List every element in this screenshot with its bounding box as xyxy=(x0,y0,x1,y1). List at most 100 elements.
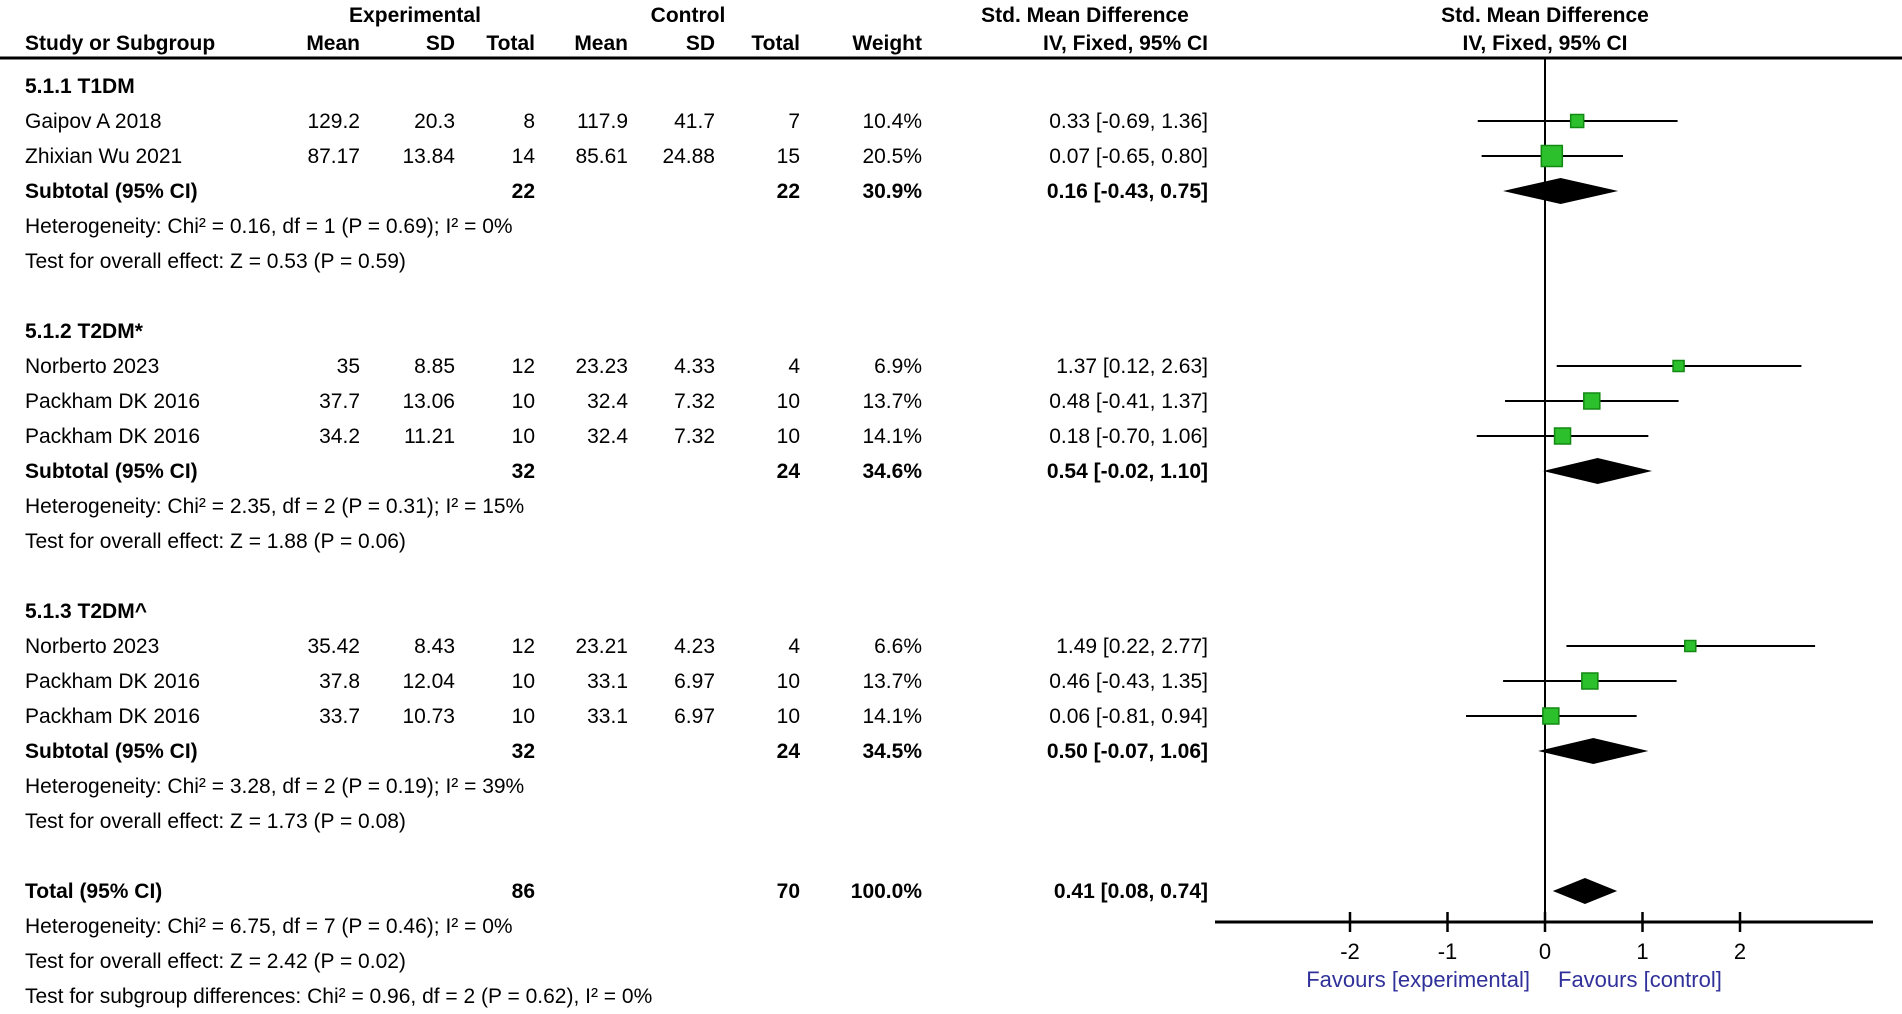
total-ctl-value: 10 xyxy=(776,670,800,693)
study-row: Norberto 2023 35.42 8.43 12 23.21 4.23 4 6.6% 1.… xyxy=(0,629,1902,664)
point-estimate-marker xyxy=(1569,113,1585,129)
overall-effect-text: Test for overall effect: Z = 1.88 (P = 0… xyxy=(25,530,406,553)
axis-tick-label: -1 xyxy=(1438,939,1458,964)
sd-ctl-value: 4.23 xyxy=(674,635,715,658)
overall-effect-text: Test for overall effect: Z = 2.42 (P = 0… xyxy=(25,950,406,973)
total-row: Total (95% CI) 86 70 100.0% 0.41 [0.08, 0.74… xyxy=(0,874,1902,909)
sd-ctl-value: 6.97 xyxy=(674,705,715,728)
weight-value: 14.1% xyxy=(862,705,922,728)
subgroup-title: 5.1.3 T2DM^ xyxy=(25,600,147,623)
heterogeneity-text: Heterogeneity: Chi² = 2.35, df = 2 (P = … xyxy=(25,495,525,518)
heterogeneity-text: Heterogeneity: Chi² = 3.28, df = 2 (P = … xyxy=(25,775,525,798)
study-row: Packham DK 2016 37.7 13.06 10 32.4 7.32 10 13.7… xyxy=(0,384,1902,419)
mean-exp-value: 35 xyxy=(336,355,360,378)
point-estimate-marker xyxy=(1583,392,1601,410)
overall-effect-row: Test for overall effect: Z = 1.88 (P = 0… xyxy=(0,524,1902,559)
total-exp-value: 8 xyxy=(523,110,535,133)
total-exp-value: 10 xyxy=(511,425,535,448)
mean-ctl-value: 33.1 xyxy=(587,705,628,728)
weight-value: 6.6% xyxy=(874,635,922,658)
header-smd-left: Std. Mean Difference xyxy=(981,4,1189,27)
point-estimate-marker xyxy=(1553,427,1572,445)
total-ctl-value: 24 xyxy=(776,740,800,763)
total-exp-value: 10 xyxy=(511,705,535,728)
weight-value: 10.4% xyxy=(862,110,922,133)
ci-text-value: 0.16 [-0.43, 0.75] xyxy=(1046,180,1208,203)
weight-value: 34.6% xyxy=(862,460,922,483)
subtotal-row: Subtotal (95% CI) 32 24 34.6% 0.54 [-0.02, 1… xyxy=(0,454,1902,489)
header-sd-control: SD xyxy=(685,32,715,55)
weight-value: 30.9% xyxy=(862,180,922,203)
mean-exp-value: 34.2 xyxy=(319,425,360,448)
total-exp-value: 86 xyxy=(511,880,535,903)
study-name: Norberto 2023 xyxy=(25,635,160,658)
study-row: Packham DK 2016 33.7 10.73 10 33.1 6.97 10 14.1… xyxy=(0,699,1902,734)
point-estimate-marker xyxy=(1542,707,1560,725)
header-sd-experimental: SD xyxy=(425,32,455,55)
header-mean-control: Mean xyxy=(574,32,628,55)
sd-exp-value: 13.84 xyxy=(402,145,455,168)
weight-value: 100.0% xyxy=(850,880,922,903)
ci-text-value: 0.50 [-0.07, 1.06] xyxy=(1046,740,1208,763)
weight-value: 6.9% xyxy=(874,355,922,378)
heterogeneity-text: Heterogeneity: Chi² = 0.16, df = 1 (P = … xyxy=(25,215,513,238)
total-ctl-value: 24 xyxy=(776,460,800,483)
favours-experimental-label: Favours [experimental] xyxy=(1306,967,1530,992)
sd-exp-value: 13.06 xyxy=(402,390,455,413)
mean-ctl-value: 32.4 xyxy=(587,390,628,413)
heterogeneity-row: Heterogeneity: Chi² = 2.35, df = 2 (P = … xyxy=(0,489,1902,524)
weight-value: 34.5% xyxy=(862,740,922,763)
study-name: Norberto 2023 xyxy=(25,355,160,378)
total-exp-value: 32 xyxy=(511,460,535,483)
point-estimate-marker xyxy=(1581,672,1599,690)
sd-ctl-value: 6.97 xyxy=(674,670,715,693)
heterogeneity-text: Heterogeneity: Chi² = 6.75, df = 7 (P = … xyxy=(25,915,513,938)
total-exp-value: 12 xyxy=(511,355,535,378)
study-row: Zhixian Wu 2021 87.17 13.84 14 85.61 24.88 15 2… xyxy=(0,139,1902,174)
ci-text-value: 1.49 [0.22, 2.77] xyxy=(1056,635,1208,658)
total-label: Total (95% CI) xyxy=(25,880,163,903)
mean-exp-value: 87.17 xyxy=(307,145,360,168)
header-group-experimental: Experimental xyxy=(349,4,481,27)
study-name: Packham DK 2016 xyxy=(25,425,201,448)
mean-ctl-value: 32.4 xyxy=(587,425,628,448)
total-exp-value: 32 xyxy=(511,740,535,763)
weight-value: 20.5% xyxy=(862,145,922,168)
ci-text-value: 0.48 [-0.41, 1.37] xyxy=(1049,390,1208,413)
total-exp-value: 22 xyxy=(511,180,535,203)
sd-ctl-value: 24.88 xyxy=(662,145,715,168)
header-ci-left: IV, Fixed, 95% CI xyxy=(1043,32,1208,55)
mean-ctl-value: 23.21 xyxy=(575,635,628,658)
study-row: Packham DK 2016 34.2 11.21 10 32.4 7.32 10 14.1… xyxy=(0,419,1902,454)
sd-ctl-value: 7.32 xyxy=(674,425,715,448)
ci-text-value: 1.37 [0.12, 2.63] xyxy=(1056,355,1208,378)
axis-tick-label: 1 xyxy=(1636,939,1648,964)
sd-exp-value: 8.43 xyxy=(414,635,455,658)
header-study-subgroup: Study or Subgroup xyxy=(25,32,216,55)
mean-exp-value: 129.2 xyxy=(307,110,360,133)
total-ctl-value: 10 xyxy=(776,390,800,413)
total-ctl-value: 10 xyxy=(776,425,800,448)
weight-value: 14.1% xyxy=(862,425,922,448)
ci-text-value: 0.46 [-0.43, 1.35] xyxy=(1049,670,1208,693)
ci-text-value: 0.18 [-0.70, 1.06] xyxy=(1049,425,1208,448)
study-name: Packham DK 2016 xyxy=(25,705,201,728)
sd-ctl-value: 41.7 xyxy=(674,110,715,133)
heterogeneity-row: Heterogeneity: Chi² = 0.16, df = 1 (P = … xyxy=(0,209,1902,244)
ci-text-value: 0.07 [-0.65, 0.80] xyxy=(1049,145,1208,168)
sd-ctl-value: 4.33 xyxy=(674,355,715,378)
header-total-experimental: Total xyxy=(486,32,535,55)
study-name: Packham DK 2016 xyxy=(25,670,201,693)
total-exp-value: 10 xyxy=(511,670,535,693)
header-mean-experimental: Mean xyxy=(306,32,360,55)
ci-text-value: 0.33 [-0.69, 1.36] xyxy=(1049,110,1208,133)
mean-exp-value: 37.8 xyxy=(319,670,360,693)
sd-exp-value: 10.73 xyxy=(402,705,455,728)
pooled-diamond xyxy=(1503,178,1619,204)
total-ctl-value: 15 xyxy=(776,145,800,168)
pooled-diamond xyxy=(1538,738,1649,764)
subtotal-label: Subtotal (95% CI) xyxy=(25,460,198,483)
pooled-diamond xyxy=(1543,458,1653,484)
study-row: Gaipov A 2018 129.2 20.3 8 117.9 41.7 7 10.4% 0.… xyxy=(0,104,1902,139)
